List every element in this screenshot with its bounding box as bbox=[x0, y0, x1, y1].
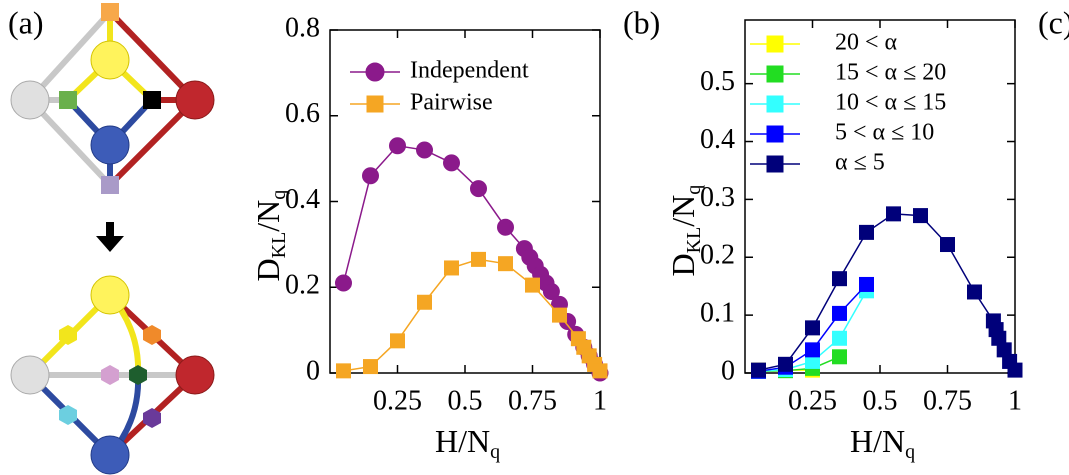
data-point bbox=[390, 333, 405, 349]
x-axis-label-subscript: q bbox=[905, 441, 915, 463]
data-point bbox=[335, 274, 352, 292]
data-point bbox=[497, 218, 514, 236]
legend-marker bbox=[366, 95, 384, 113]
arrow bbox=[96, 222, 124, 252]
data-point bbox=[1007, 362, 1023, 378]
legend-marker bbox=[766, 65, 784, 83]
y-axis-label-subscript: q bbox=[268, 190, 290, 200]
data-point bbox=[832, 349, 847, 365]
y-axis-label-subscript: KL bbox=[683, 227, 705, 254]
graph-diagram-before bbox=[10, 3, 215, 194]
y-tick-label: 0.4 bbox=[285, 184, 320, 215]
data-point bbox=[913, 208, 928, 224]
panel-label: (c) bbox=[1038, 4, 1069, 40]
data-point bbox=[805, 320, 820, 336]
y-tick-label: 0.2 bbox=[700, 240, 735, 271]
data-point bbox=[805, 342, 820, 358]
y-axis-label-part: /N bbox=[665, 195, 701, 227]
x-tick-label: 1 bbox=[593, 385, 607, 416]
data-point bbox=[751, 362, 766, 378]
data-point bbox=[832, 305, 847, 321]
legend-marker bbox=[766, 155, 784, 173]
legend-label: Pairwise bbox=[410, 90, 493, 116]
y-axis-label-subscript: q bbox=[683, 185, 705, 195]
y-axis-label-part: /N bbox=[250, 200, 286, 232]
x-axis-label: H/Nq bbox=[850, 423, 915, 462]
legend-marker bbox=[365, 62, 385, 82]
x-tick-label: 0.75 bbox=[508, 385, 557, 416]
y-tick-label: 0.4 bbox=[700, 124, 735, 155]
data-point bbox=[552, 307, 567, 323]
legend: Independent Pairwise bbox=[350, 58, 529, 116]
data-point bbox=[859, 224, 874, 240]
y-tick-label: 0.6 bbox=[285, 98, 320, 129]
data-point bbox=[498, 256, 513, 272]
y-tick-label: 0 bbox=[721, 355, 735, 386]
panel-label: (a) bbox=[8, 4, 44, 40]
data-point bbox=[444, 260, 459, 276]
legend-label: 20 < α bbox=[835, 30, 898, 56]
x-tick-label: 0.25 bbox=[373, 385, 422, 416]
y-tick-label: 0.1 bbox=[700, 298, 735, 329]
data-point bbox=[470, 180, 487, 198]
y-tick-label: 0.5 bbox=[700, 66, 735, 97]
data-point bbox=[389, 137, 406, 155]
x-axis-label-part: H/N bbox=[850, 423, 905, 459]
data-point bbox=[363, 359, 378, 375]
data-point bbox=[859, 276, 874, 292]
x-tick-label: 0.5 bbox=[863, 385, 898, 416]
legend-label: 15 < α ≤ 20 bbox=[835, 60, 946, 86]
data-point bbox=[416, 141, 433, 159]
data-point bbox=[471, 251, 486, 267]
y-axis-label-subscript: KL bbox=[268, 232, 290, 259]
data-point bbox=[542, 283, 560, 301]
legend-label: 5 < α ≤ 10 bbox=[835, 120, 934, 146]
legend-marker bbox=[766, 95, 784, 113]
data-point bbox=[336, 363, 351, 379]
graph-diagram-after bbox=[10, 275, 215, 475]
legend: 20 < α 15 < α ≤ 20 10 < α ≤ 15 5 < α ≤ 10 α … bbox=[750, 30, 946, 176]
legend-marker bbox=[766, 125, 784, 143]
x-tick-label: 0.25 bbox=[788, 385, 837, 416]
x-axis-label-part: H/N bbox=[435, 423, 490, 459]
legend-marker bbox=[766, 35, 784, 53]
x-tick-label: 0.75 bbox=[923, 385, 972, 416]
y-axis-label-part: D bbox=[665, 253, 701, 276]
legend-label: Independent bbox=[410, 58, 529, 84]
data-point bbox=[592, 363, 608, 379]
data-point bbox=[967, 284, 982, 300]
data-point bbox=[832, 330, 847, 346]
y-axis-label-part: D bbox=[250, 258, 286, 281]
y-axis-label: DKL/Nq bbox=[665, 185, 704, 277]
data-point bbox=[417, 294, 432, 310]
y-tick-label: 0.2 bbox=[285, 270, 320, 301]
panel-label: (b) bbox=[623, 4, 660, 40]
legend-label: 10 < α ≤ 15 bbox=[835, 90, 946, 116]
data-point bbox=[832, 271, 847, 287]
legend-label: α ≤ 5 bbox=[835, 150, 885, 176]
y-axis-label: DKL/Nq bbox=[250, 190, 289, 282]
data-point bbox=[940, 237, 955, 253]
y-tick-label: 0.8 bbox=[285, 12, 320, 43]
x-tick-label: 0.5 bbox=[448, 385, 483, 416]
y-tick-label: 0 bbox=[306, 355, 320, 386]
data-point bbox=[886, 206, 901, 222]
x-axis-label: H/Nq bbox=[435, 423, 500, 462]
data-point bbox=[778, 356, 793, 372]
data-point bbox=[525, 277, 540, 293]
data-point bbox=[362, 167, 379, 185]
y-tick-label: 0.3 bbox=[700, 182, 735, 213]
data-point bbox=[443, 154, 460, 172]
x-axis-label-subscript: q bbox=[490, 441, 500, 463]
x-tick-label: 1 bbox=[1008, 385, 1022, 416]
